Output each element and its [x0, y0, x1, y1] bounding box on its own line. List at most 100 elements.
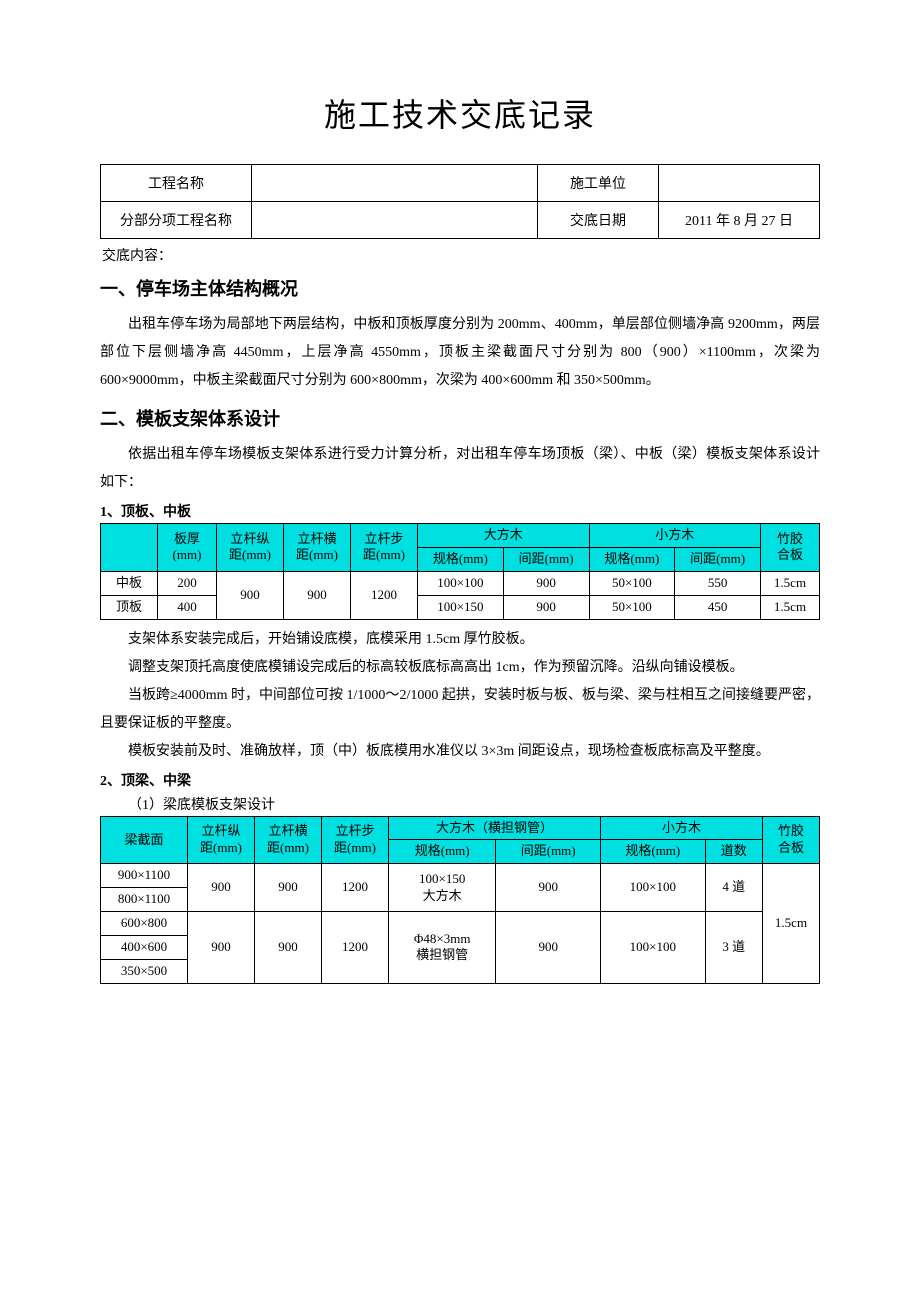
table-row: 600×800 900 900 1200 Φ48×3mm 横担钢管 900 10…	[101, 912, 820, 936]
cell: 900	[217, 571, 284, 619]
cell: 350×500	[101, 959, 188, 983]
th-text: 立杆横	[268, 823, 307, 838]
section2-intro: 依据出租车停车场模板支架体系进行受力计算分析，对出租车停车场顶板（梁）、中板（梁…	[100, 441, 820, 497]
cell: 100×100	[601, 912, 706, 984]
cell: 900×1100	[101, 864, 188, 888]
construction-unit-label: 施工单位	[538, 165, 659, 202]
cell: 100×100	[601, 864, 706, 912]
document-page: 施工技术交底记录 工程名称 施工单位 分部分项工程名称 交底日期 2011 年 …	[0, 0, 920, 1030]
th-text: (mm)	[173, 547, 202, 562]
cell: 1.5cm	[763, 864, 820, 983]
after-t1-p4: 模板安装前及时、准确放样，顶（中）板底模用水准仪以 3×3m 间距设点，现场检查…	[100, 738, 820, 766]
cell: 800×1100	[101, 888, 188, 912]
section2-heading: 二、模板支架体系设计	[100, 405, 820, 431]
th-section: 梁截面	[101, 816, 188, 864]
th-text: 立杆纵	[230, 531, 269, 546]
cell: 900	[255, 912, 322, 984]
th-text: 距(mm)	[334, 840, 376, 855]
th-text: 板厚	[174, 531, 200, 546]
th-blank	[101, 524, 158, 572]
th-text: 立杆横	[297, 531, 336, 546]
th-text: 立杆步	[335, 823, 374, 838]
th-xf-cnt: 道数	[705, 840, 762, 864]
cell-text: 100×150	[419, 871, 465, 886]
th-vertical: 立杆纵 距(mm)	[188, 816, 255, 864]
section1-paragraph: 出租车停车场为局部地下两层结构，中板和顶板厚度分别为 200mm、400mm，单…	[100, 311, 820, 395]
cell: 550	[675, 571, 761, 595]
disclosure-date-value: 2011 年 8 月 27 日	[659, 202, 820, 239]
cell: 900	[503, 571, 589, 595]
sub2-item: （1）梁底模板支架设计	[128, 794, 820, 814]
th-text: 距(mm)	[363, 547, 405, 562]
cell: 50×100	[589, 595, 675, 619]
cell: 600×800	[101, 912, 188, 936]
table1: 板厚 (mm) 立杆纵 距(mm) 立杆横 距(mm) 立杆步 距(mm) 大方…	[100, 523, 820, 620]
th-step: 立杆步 距(mm)	[322, 816, 389, 864]
project-name-value	[252, 165, 538, 202]
cell: 400	[158, 595, 217, 619]
cell: Φ48×3mm 横担钢管	[389, 912, 496, 984]
th-thickness: 板厚 (mm)	[158, 524, 217, 572]
construction-unit-value	[659, 165, 820, 202]
table2: 梁截面 立杆纵 距(mm) 立杆横 距(mm) 立杆步 距(mm) 大方木（横担…	[100, 816, 820, 984]
sub2-label: 2、顶梁、中梁	[100, 770, 820, 790]
th-text: 距(mm)	[267, 840, 309, 855]
project-name-label: 工程名称	[101, 165, 252, 202]
th-xiaofangmu: 小方木	[589, 524, 761, 548]
table-row: 顶板 400 100×150 900 50×100 450 1.5cm	[101, 595, 820, 619]
th-text: 合板	[778, 840, 804, 855]
table-row: 工程名称 施工单位	[101, 165, 820, 202]
th-text: 竹胶	[777, 531, 803, 546]
sub1-label: 1、顶板、中板	[100, 501, 820, 521]
content-label: 交底内容：	[102, 245, 818, 265]
cell: 50×100	[589, 571, 675, 595]
cell: 900	[188, 864, 255, 912]
cell: 1.5cm	[761, 571, 820, 595]
subproject-value	[252, 202, 538, 239]
after-t1-p1: 支架体系安装完成后，开始铺设底模，底模采用 1.5cm 厚竹胶板。	[100, 626, 820, 654]
th-dafangmu: 大方木	[418, 524, 590, 548]
cell: 100×150 大方木	[389, 864, 496, 912]
th-text: 立杆步	[364, 531, 403, 546]
cell-text: 横担钢管	[416, 947, 468, 962]
table-row: 900×1100 900 900 1200 100×150 大方木 900 10…	[101, 864, 820, 888]
cell: 3 道	[705, 912, 762, 984]
th-xf-spec: 规格(mm)	[601, 840, 706, 864]
cell: 900	[284, 571, 351, 619]
cell: 900	[496, 912, 601, 984]
info-table: 工程名称 施工单位 分部分项工程名称 交底日期 2011 年 8 月 27 日	[100, 164, 820, 239]
document-title: 施工技术交底记录	[100, 90, 820, 136]
th-df-spec: 规格(mm)	[418, 547, 504, 571]
th-text: 距(mm)	[229, 547, 271, 562]
cell: 100×150	[418, 595, 504, 619]
cell: 100×100	[418, 571, 504, 595]
th-df-spec: 规格(mm)	[389, 840, 496, 864]
cell: 1200	[322, 912, 389, 984]
cell: 900	[496, 864, 601, 912]
th-text: 合板	[777, 547, 803, 562]
th-text: 立杆纵	[201, 823, 240, 838]
cell: 900	[503, 595, 589, 619]
cell: 900	[188, 912, 255, 984]
th-text: 距(mm)	[296, 547, 338, 562]
th-df-gap: 间距(mm)	[496, 840, 601, 864]
th-bamboo: 竹胶 合板	[763, 816, 820, 864]
table-row: 分部分项工程名称 交底日期 2011 年 8 月 27 日	[101, 202, 820, 239]
th-xf-spec: 规格(mm)	[589, 547, 675, 571]
after-t1-p3: 当板跨≥4000mm 时，中间部位可按 1/1000～2/1000 起拱，安装时…	[100, 682, 820, 738]
th-horizontal: 立杆横 距(mm)	[255, 816, 322, 864]
cell: 400×600	[101, 936, 188, 960]
subproject-label: 分部分项工程名称	[101, 202, 252, 239]
th-vertical: 立杆纵 距(mm)	[217, 524, 284, 572]
cell: 1200	[351, 571, 418, 619]
th-dafangmu: 大方木（横担钢管）	[389, 816, 601, 840]
th-step: 立杆步 距(mm)	[351, 524, 418, 572]
cell: 450	[675, 595, 761, 619]
disclosure-date-label: 交底日期	[538, 202, 659, 239]
table-row: 中板 200 900 900 1200 100×100 900 50×100 5…	[101, 571, 820, 595]
th-df-gap: 间距(mm)	[503, 547, 589, 571]
cell: 1.5cm	[761, 595, 820, 619]
cell: 顶板	[101, 595, 158, 619]
th-horizontal: 立杆横 距(mm)	[284, 524, 351, 572]
th-text: 竹胶	[778, 823, 804, 838]
